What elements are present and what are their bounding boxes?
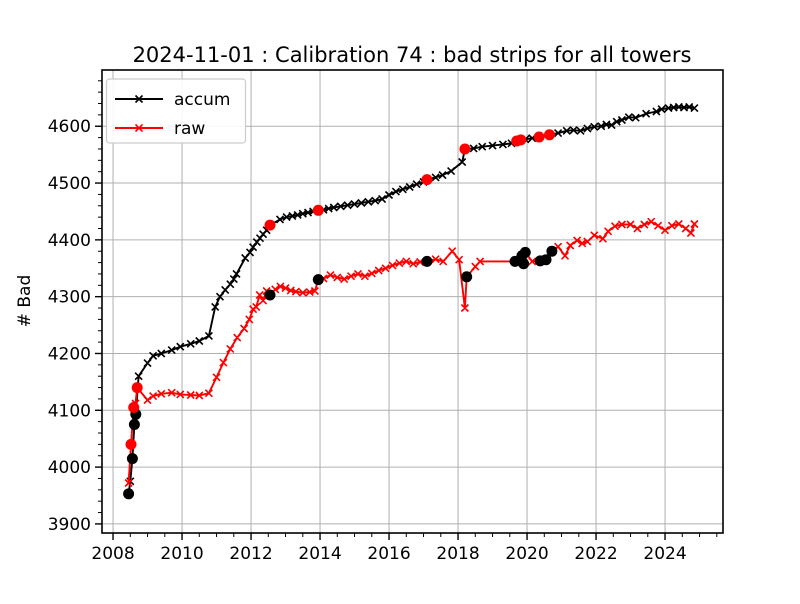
y-tick-label: 4600 <box>48 117 91 137</box>
accum-highlight-dot-red <box>533 131 545 143</box>
legend-frame <box>105 78 247 144</box>
axis-ticks <box>95 80 718 540</box>
highlight-dots <box>123 129 558 500</box>
y-tick-label: 4400 <box>48 231 91 251</box>
series <box>124 102 699 498</box>
y-tick-label: 4300 <box>48 288 91 308</box>
x-tick-label: 2010 <box>160 544 203 564</box>
x-tick-label: 2022 <box>574 544 617 564</box>
raw-highlight-dot-black <box>519 246 531 258</box>
raw-highlight-dot-black <box>264 289 276 301</box>
axes-frame <box>101 69 724 534</box>
raw-highlight-dot-black <box>518 258 530 270</box>
chart-title: 2024-11-01 : Calibration 74 : bad strips… <box>133 43 692 67</box>
accum-highlight-dot-black <box>128 419 140 430</box>
x-tick-label: 2014 <box>298 544 341 564</box>
raw-highlight-dot-black <box>312 274 324 286</box>
x-tick-label: 2018 <box>436 544 479 564</box>
x-tick-label: 2024 <box>643 544 686 564</box>
accum-highlight-dot-red <box>312 204 324 216</box>
y-tick-label: 4100 <box>48 401 91 421</box>
raw-highlight-dot-black <box>546 245 558 257</box>
x-tick-label: 2008 <box>91 544 134 564</box>
accum-highlight-dot-black <box>123 488 135 500</box>
legend-label-raw: raw <box>174 119 205 139</box>
legend-label-accum: accum <box>174 90 230 110</box>
y-axis-label: # Bad <box>15 275 35 328</box>
accum-highlight-dot-red <box>264 219 276 231</box>
x-tick-label: 2016 <box>367 544 410 564</box>
accum-highlight-dot-red <box>515 134 527 146</box>
axis-tick-labels: 2008 2010 2012 2014 2016 2018 2020 2022 2024 3900… <box>48 117 687 564</box>
legend-x-marker-icon <box>134 123 144 133</box>
raw-highlight-dot-black <box>540 254 552 266</box>
raw-highlight-dot-red <box>125 438 137 450</box>
accum-highlight-dot-red <box>421 174 433 186</box>
grid <box>102 70 723 533</box>
legend: accum raw <box>105 78 247 144</box>
raw-highlight-dot-black <box>461 271 473 283</box>
legend-x-marker-icon <box>134 94 144 104</box>
y-tick-label: 4000 <box>48 458 91 478</box>
x-tick-label: 2012 <box>229 544 272 564</box>
accum-highlight-dot-black <box>126 453 138 465</box>
y-tick-label: 3900 <box>48 515 91 535</box>
raw-highlight-dot-black <box>421 255 433 267</box>
x-tick-label: 2020 <box>505 544 548 564</box>
raw-highlight-dot-red <box>128 402 140 413</box>
raw-series-line <box>127 220 696 484</box>
y-tick-label: 4200 <box>48 344 91 364</box>
accum-highlight-dot-red <box>459 143 471 155</box>
y-tick-label: 4500 <box>48 174 91 194</box>
accum-highlight-dot-red <box>544 129 555 141</box>
raw-highlight-dot-red <box>131 382 143 394</box>
